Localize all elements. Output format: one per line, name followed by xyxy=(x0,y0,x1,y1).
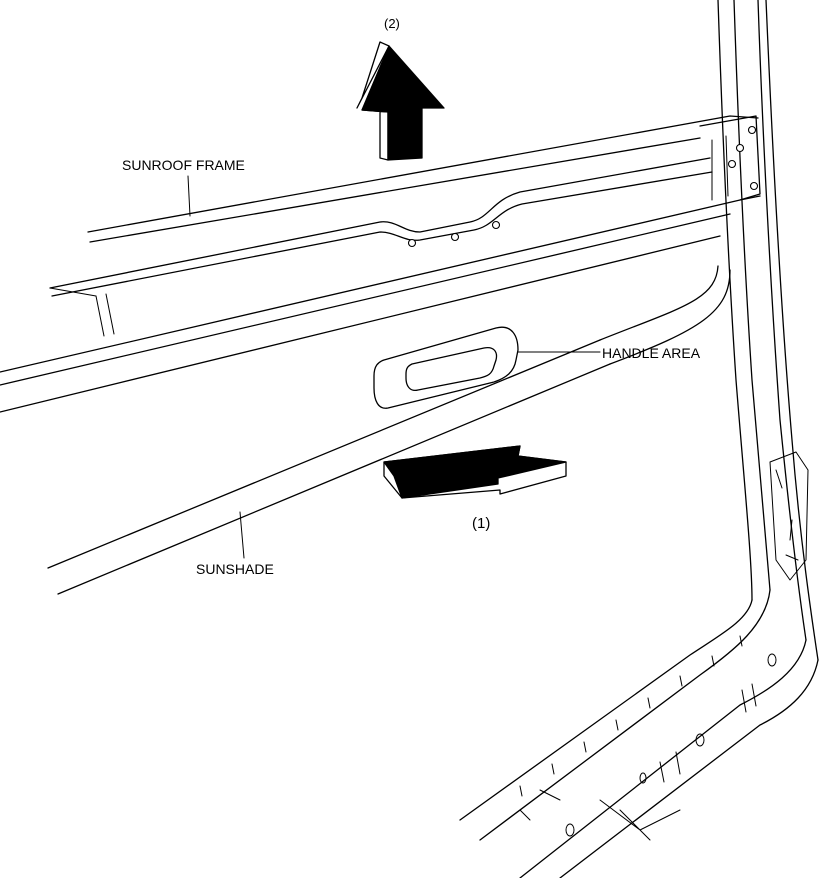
arrow-right-icon xyxy=(383,445,567,499)
leader-sunshade xyxy=(239,511,245,559)
label-step-1: (1) xyxy=(472,515,490,532)
sunshade-panel xyxy=(47,265,731,595)
leader-sunroof-frame xyxy=(187,175,191,217)
body-side-frame xyxy=(459,0,819,878)
label-handle-area: HANDLE AREA xyxy=(602,345,701,361)
label-sunroof-frame: SUNROOF FRAME xyxy=(122,157,245,173)
leader-lines xyxy=(187,175,601,559)
label-step-2: (2) xyxy=(384,16,400,31)
handle-area xyxy=(373,326,519,409)
arrow-up-icon xyxy=(356,41,445,161)
sunroof-frame xyxy=(0,115,761,413)
label-sunshade: SUNSHADE xyxy=(196,561,274,577)
